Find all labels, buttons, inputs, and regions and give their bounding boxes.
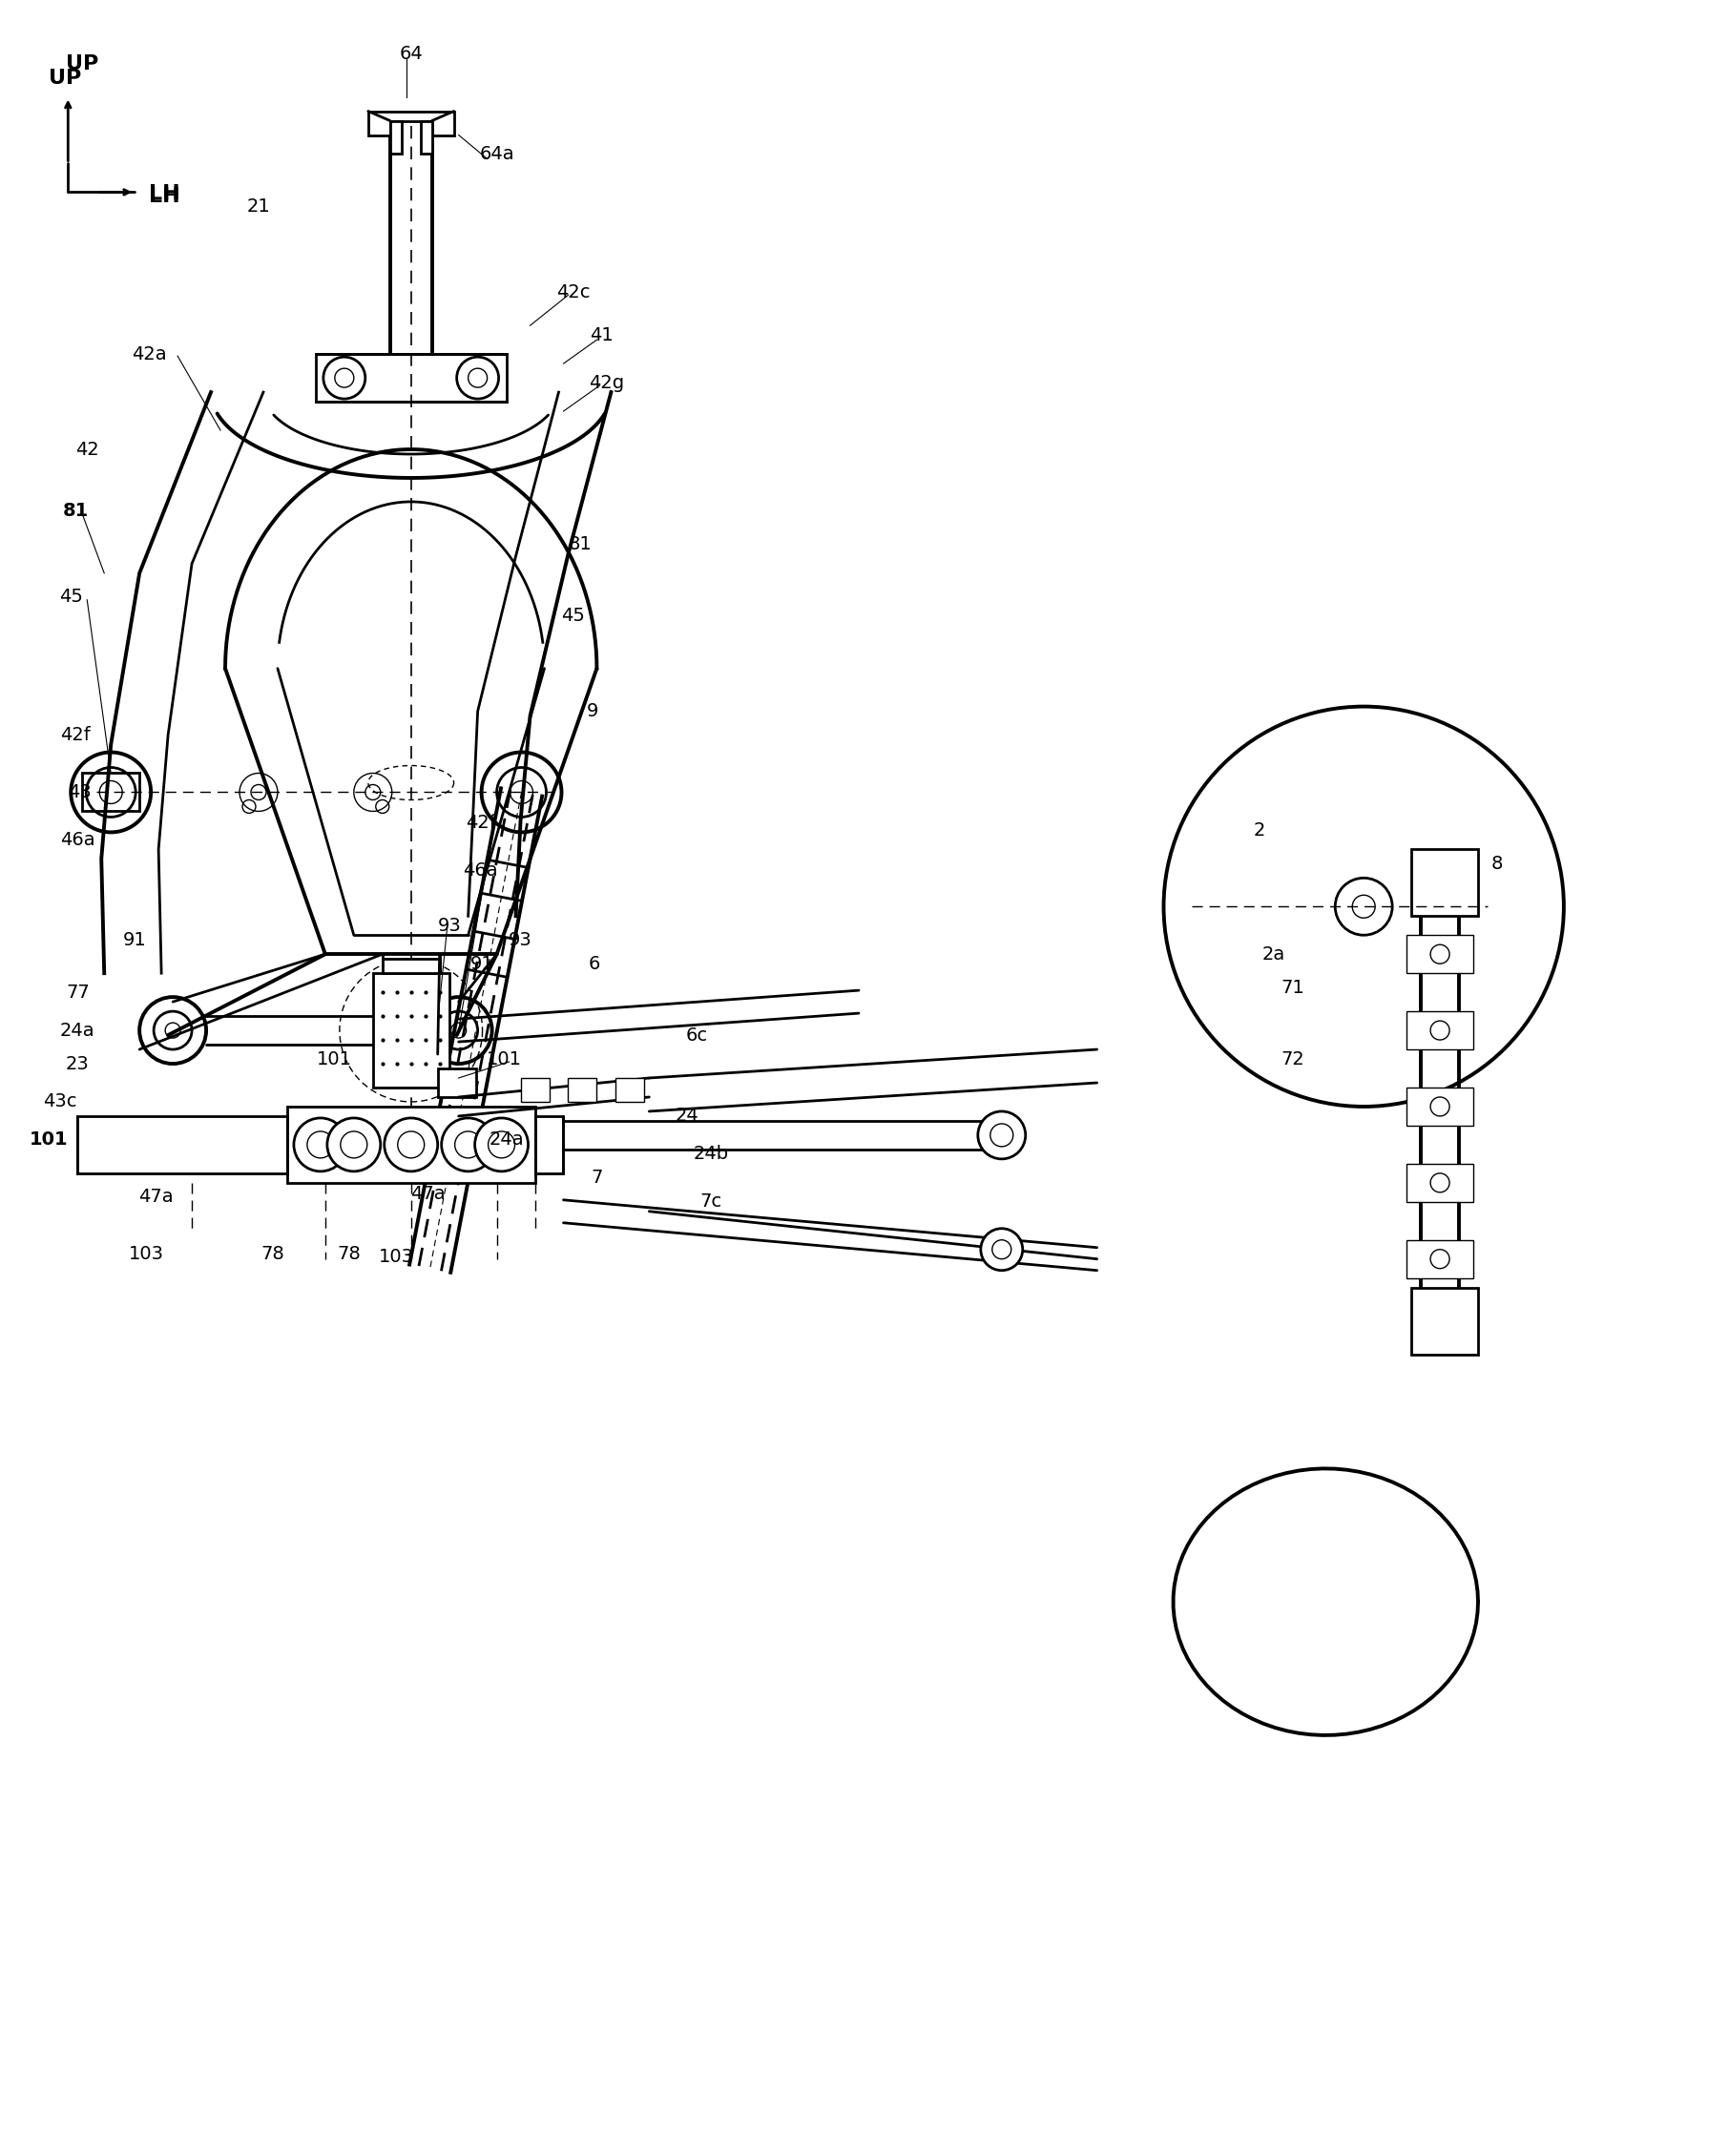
Text: 101: 101 bbox=[29, 1132, 69, 1149]
Circle shape bbox=[441, 1119, 494, 1171]
Polygon shape bbox=[1407, 1087, 1473, 1125]
Text: 21: 21 bbox=[247, 198, 270, 216]
Text: 47a: 47a bbox=[412, 1186, 446, 1203]
Circle shape bbox=[294, 1119, 348, 1171]
Text: 81: 81 bbox=[569, 535, 593, 554]
Polygon shape bbox=[1411, 849, 1478, 916]
Text: 64: 64 bbox=[399, 45, 424, 63]
Polygon shape bbox=[391, 121, 401, 153]
Polygon shape bbox=[1407, 1011, 1473, 1050]
Text: 78: 78 bbox=[337, 1246, 361, 1263]
Text: 24a: 24a bbox=[489, 1132, 524, 1149]
Text: LH: LH bbox=[149, 188, 180, 207]
Text: 42g: 42g bbox=[588, 373, 624, 392]
Polygon shape bbox=[437, 1069, 475, 1097]
Text: 9: 9 bbox=[586, 703, 598, 720]
Polygon shape bbox=[382, 955, 439, 972]
Text: 91: 91 bbox=[470, 955, 494, 972]
Text: 2: 2 bbox=[1254, 821, 1266, 839]
Text: UP: UP bbox=[48, 69, 81, 88]
Circle shape bbox=[980, 1229, 1022, 1270]
Circle shape bbox=[384, 1119, 437, 1171]
Text: 103: 103 bbox=[128, 1246, 164, 1263]
Polygon shape bbox=[1407, 1240, 1473, 1279]
Text: 103: 103 bbox=[379, 1248, 415, 1266]
Polygon shape bbox=[1411, 1287, 1478, 1354]
Text: 101: 101 bbox=[488, 1050, 522, 1067]
Text: 78: 78 bbox=[261, 1246, 285, 1263]
Text: 46a: 46a bbox=[61, 830, 95, 849]
Polygon shape bbox=[520, 1078, 550, 1102]
Polygon shape bbox=[316, 354, 507, 401]
Polygon shape bbox=[569, 1078, 597, 1102]
Text: 43: 43 bbox=[67, 783, 92, 802]
Text: 42f: 42f bbox=[61, 727, 92, 744]
Polygon shape bbox=[1407, 1164, 1473, 1201]
Polygon shape bbox=[287, 1106, 534, 1184]
Text: 41: 41 bbox=[590, 326, 614, 345]
Text: 8: 8 bbox=[1490, 854, 1503, 873]
Text: 72: 72 bbox=[1281, 1050, 1304, 1067]
Text: 24a: 24a bbox=[61, 1022, 95, 1039]
Polygon shape bbox=[373, 972, 450, 1087]
Text: UP: UP bbox=[66, 54, 99, 73]
Text: 45: 45 bbox=[562, 608, 584, 625]
Text: 77: 77 bbox=[66, 983, 90, 1000]
Polygon shape bbox=[616, 1078, 645, 1102]
Polygon shape bbox=[382, 959, 439, 972]
Text: 6c: 6c bbox=[686, 1026, 707, 1044]
Text: 64a: 64a bbox=[479, 144, 514, 164]
Text: 71: 71 bbox=[1281, 979, 1304, 996]
Text: 23: 23 bbox=[66, 1054, 90, 1074]
Text: 42a: 42a bbox=[131, 345, 166, 362]
Text: 45: 45 bbox=[59, 589, 83, 606]
Text: LH: LH bbox=[149, 185, 180, 203]
Text: 24: 24 bbox=[676, 1106, 699, 1125]
Text: 43c: 43c bbox=[43, 1093, 78, 1110]
Circle shape bbox=[979, 1110, 1025, 1160]
Circle shape bbox=[475, 1119, 527, 1171]
Circle shape bbox=[327, 1119, 380, 1171]
Text: 42c: 42c bbox=[557, 282, 590, 302]
Text: 47a: 47a bbox=[138, 1188, 173, 1205]
Text: 46a: 46a bbox=[463, 860, 498, 880]
Text: 91: 91 bbox=[123, 931, 147, 949]
Text: 2a: 2a bbox=[1262, 944, 1285, 964]
Text: 6: 6 bbox=[588, 955, 600, 972]
Text: 7: 7 bbox=[591, 1169, 603, 1188]
Text: 42: 42 bbox=[76, 440, 99, 459]
Polygon shape bbox=[1407, 936, 1473, 972]
Text: 24b: 24b bbox=[693, 1145, 730, 1164]
Text: 81: 81 bbox=[62, 502, 88, 520]
Text: 93: 93 bbox=[508, 931, 533, 949]
Text: 42f: 42f bbox=[465, 813, 496, 832]
Text: 101: 101 bbox=[316, 1050, 353, 1067]
Polygon shape bbox=[420, 121, 432, 153]
Polygon shape bbox=[368, 112, 455, 136]
Text: 7c: 7c bbox=[700, 1192, 723, 1212]
Text: 93: 93 bbox=[437, 916, 462, 936]
